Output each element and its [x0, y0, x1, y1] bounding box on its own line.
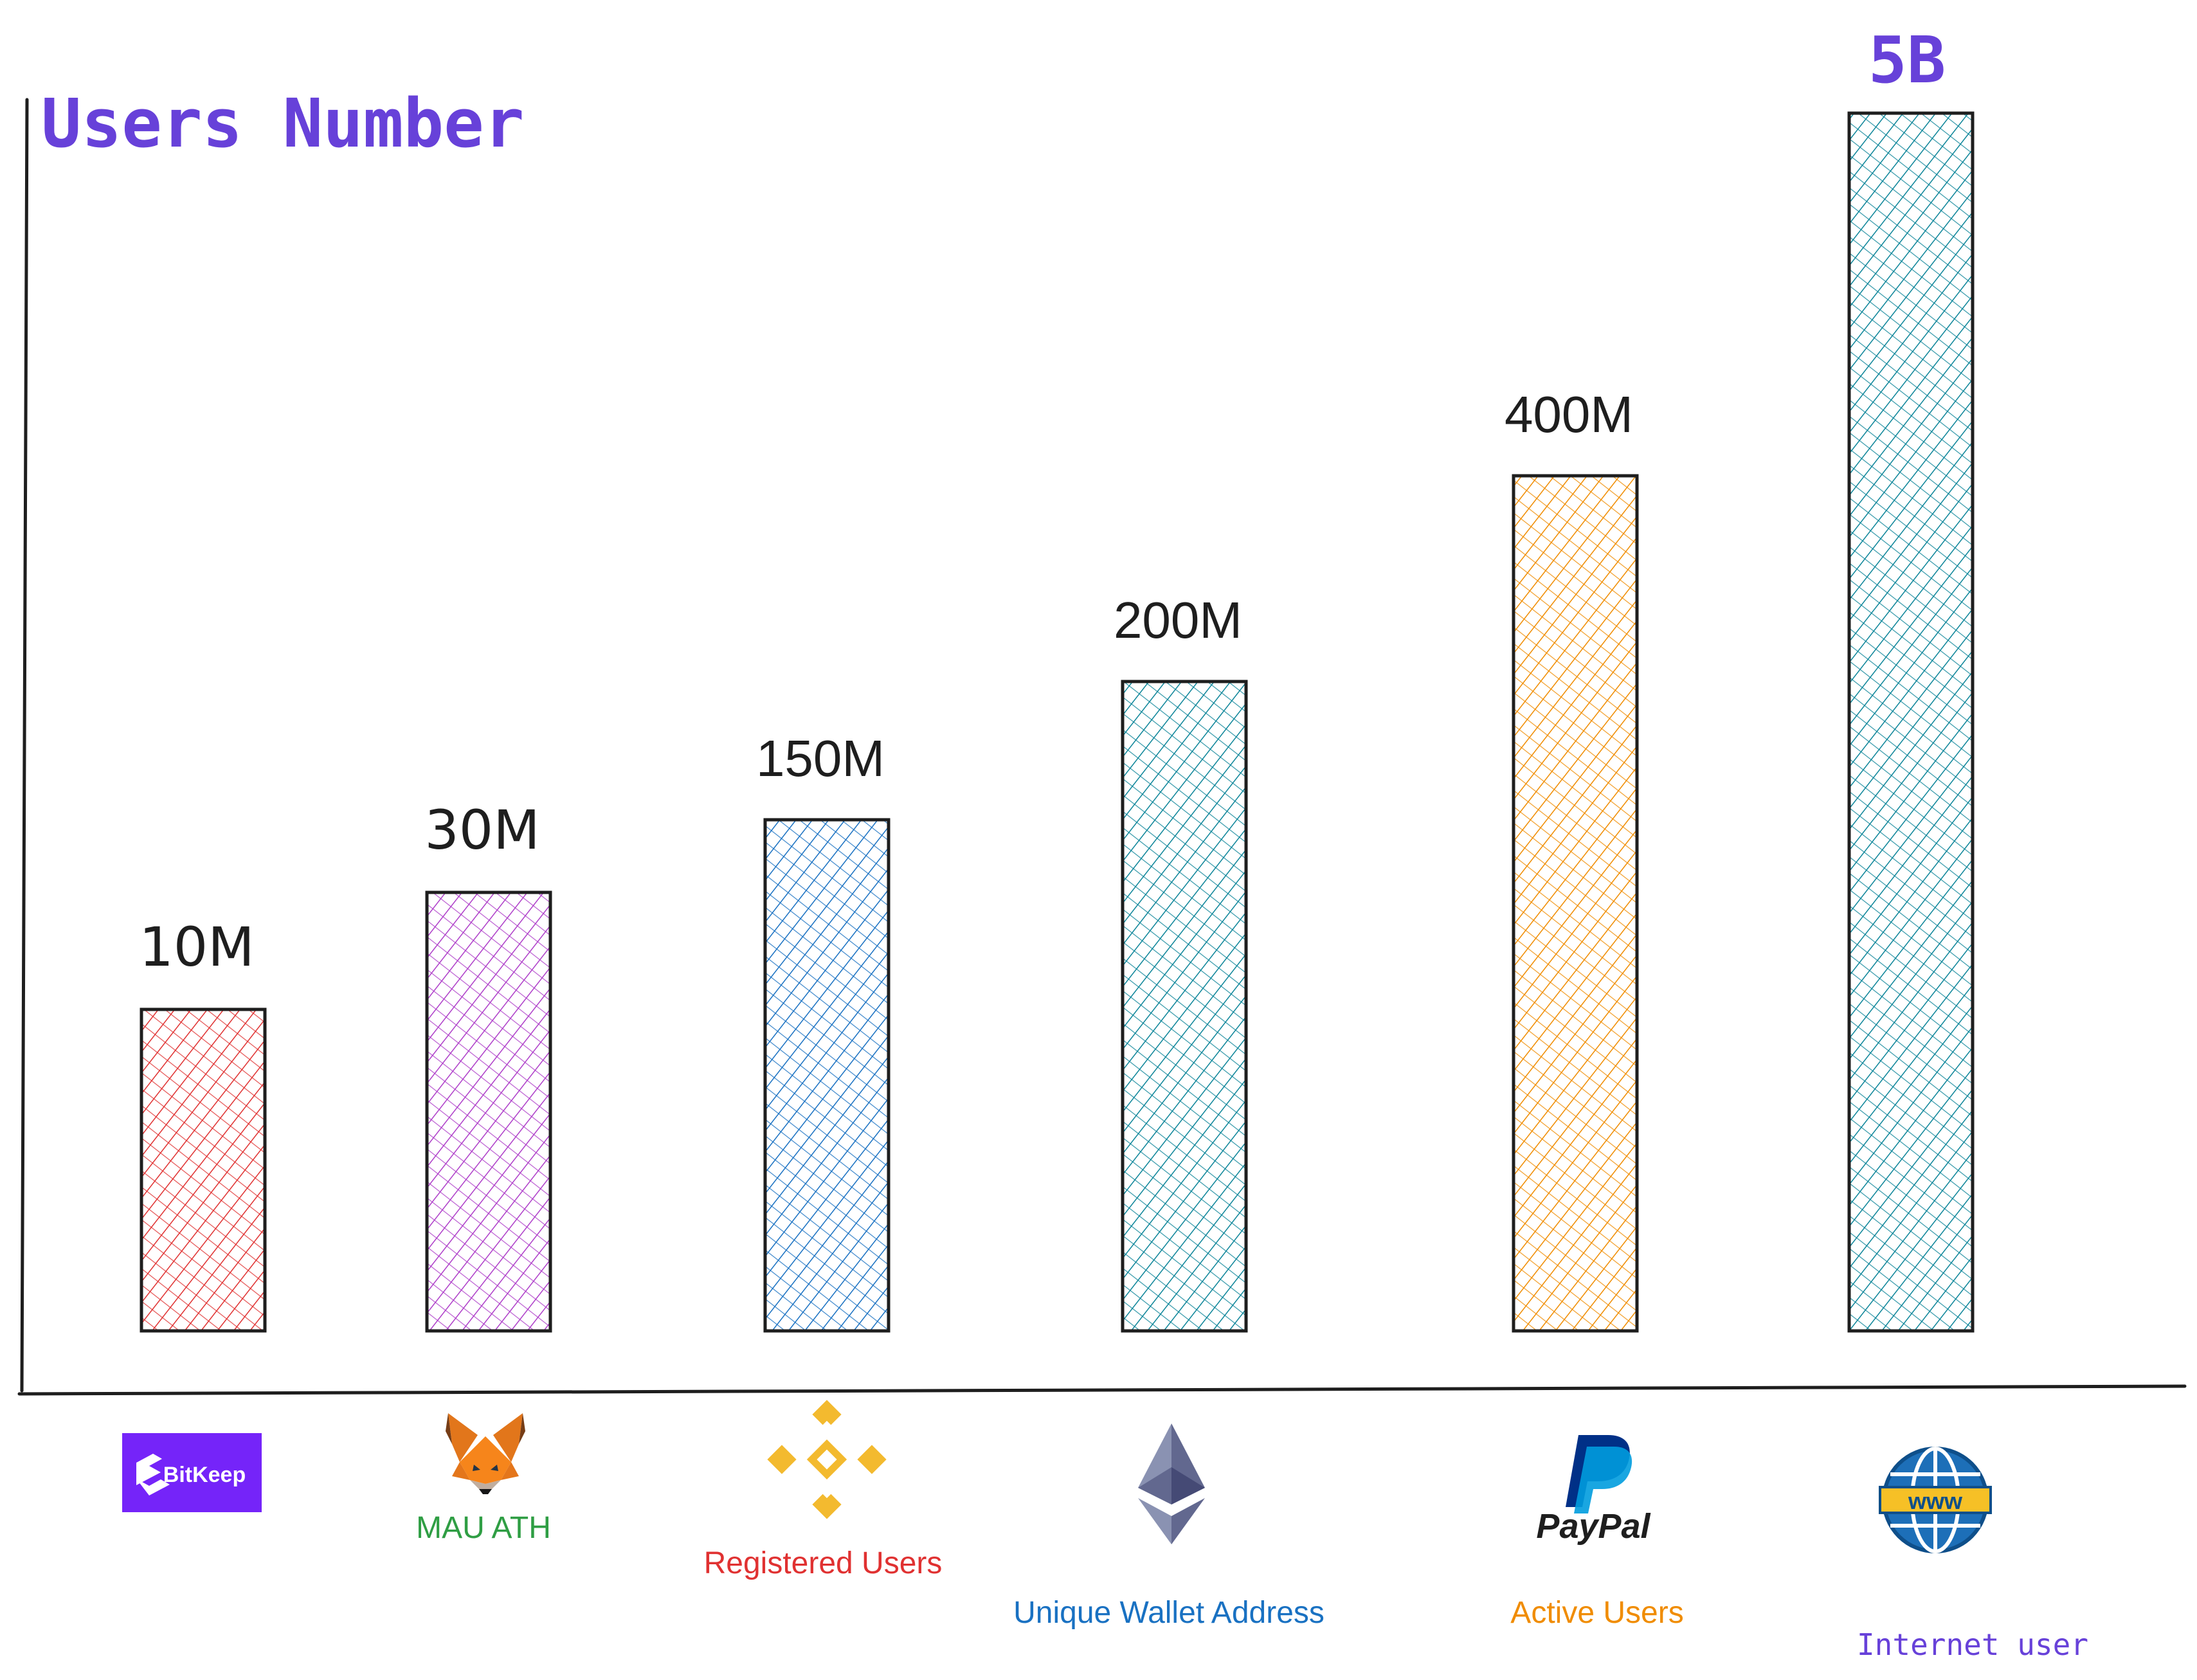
- paypal-logo-icon: PayPal: [1536, 1435, 1651, 1546]
- bar-5: [1847, 111, 1975, 1333]
- bar-crosshatch-2: [765, 820, 889, 1331]
- category-caption-4: Active Users: [1510, 1596, 1683, 1630]
- value-label-3: 200M: [1114, 592, 1242, 649]
- value-label-2: 150M: [756, 730, 885, 787]
- value-label-1: 30M: [424, 799, 539, 862]
- bar-3: [1121, 680, 1248, 1333]
- binance-logo-icon: [767, 1400, 887, 1519]
- bitkeep-logo-text: BitKeep: [163, 1463, 246, 1487]
- category-caption-1: MAU ATH: [416, 1511, 551, 1545]
- captions-layer: MAU ATH Registered Users Unique Wallet Add…: [416, 1511, 2088, 1662]
- bar-crosshatch-5: [1849, 113, 1973, 1331]
- category-caption-3: Unique Wallet Address: [1013, 1596, 1325, 1630]
- value-labels-layer: 10M 30M 150M 200M 400M 5B: [139, 23, 1946, 979]
- bitkeep-logo-icon: BitKeep: [122, 1433, 262, 1512]
- bars-layer: [140, 111, 1975, 1333]
- value-label-4: 400M: [1505, 386, 1633, 443]
- bar-4: [1512, 474, 1639, 1333]
- category-caption-2: Registered Users: [704, 1546, 943, 1580]
- bar-1: [425, 890, 552, 1333]
- bar-2: [763, 818, 891, 1333]
- bar-outline-0: [140, 1007, 267, 1333]
- y-axis: [20, 98, 29, 1393]
- bar-crosshatch-1: [427, 892, 550, 1331]
- bar-crosshatch-4: [1514, 476, 1637, 1331]
- bar-crosshatch-0: [141, 1009, 265, 1331]
- www-globe-text: www: [1908, 1488, 1963, 1514]
- value-label-0: 10M: [139, 916, 254, 979]
- bar-outline-2: [763, 818, 891, 1333]
- bar-outline-1: [425, 890, 552, 1333]
- metamask-fox-icon: [446, 1413, 525, 1494]
- bar-0: [140, 1007, 267, 1333]
- bar-outline-3: [1121, 680, 1248, 1333]
- value-label-5: 5B: [1868, 23, 1946, 98]
- x-axis: [17, 1384, 2187, 1396]
- bar-outline-4: [1512, 474, 1639, 1333]
- category-caption-5: Internet user: [1857, 1627, 2088, 1662]
- chart-title: Users Number: [41, 84, 524, 163]
- bar-crosshatch-3: [1123, 682, 1246, 1331]
- ethereum-diamond-icon: [1138, 1423, 1205, 1544]
- paypal-logo-text: PayPal: [1536, 1507, 1650, 1546]
- www-globe-icon: www: [1879, 1447, 1992, 1553]
- bar-outline-5: [1847, 111, 1975, 1333]
